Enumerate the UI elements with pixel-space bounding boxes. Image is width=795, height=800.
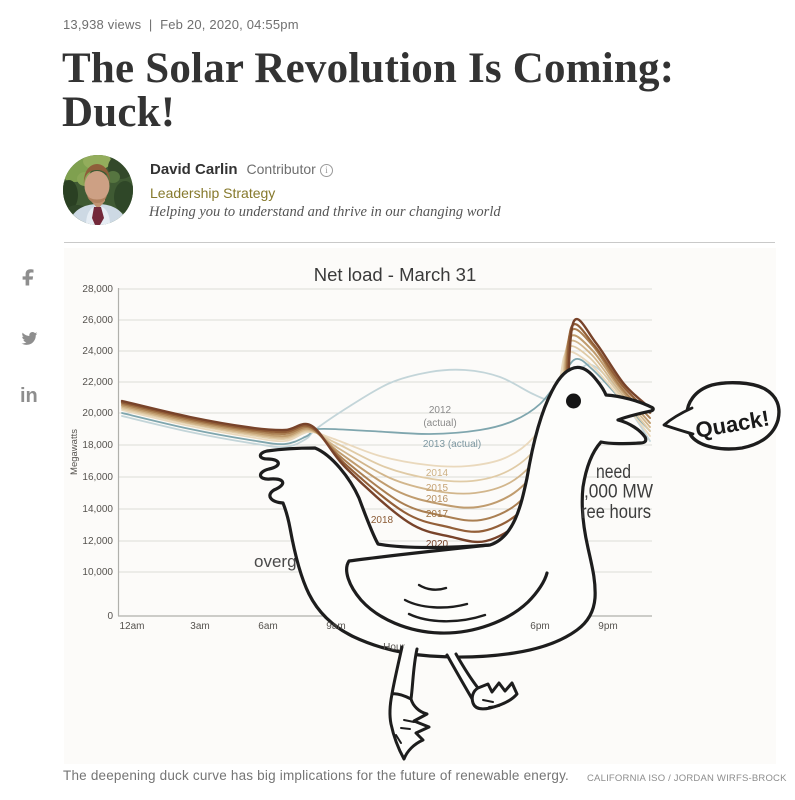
svg-text:0: 0: [107, 611, 113, 622]
svg-text:26,000: 26,000: [82, 315, 113, 326]
svg-text:,000 MW: ,000 MW: [584, 482, 653, 503]
svg-text:16,000: 16,000: [82, 472, 113, 483]
svg-text:14,000: 14,000: [82, 504, 113, 515]
svg-text:2016: 2016: [426, 494, 449, 505]
svg-text:9am: 9am: [326, 621, 345, 632]
svg-text:(actual): (actual): [423, 418, 456, 429]
svg-text:Megawatts: Megawatts: [69, 429, 80, 475]
svg-text:6am: 6am: [258, 621, 277, 632]
svg-text:10,000: 10,000: [82, 567, 113, 578]
svg-text:3am: 3am: [190, 621, 209, 632]
svg-text:12,000: 12,000: [82, 536, 113, 547]
svg-text:2020: 2020: [426, 539, 449, 550]
svg-text:ree hours: ree hours: [581, 502, 651, 523]
svg-text:2013 (actual): 2013 (actual): [423, 439, 481, 450]
svg-text:2018: 2018: [371, 515, 394, 526]
svg-text:Hour: Hour: [383, 642, 405, 653]
svg-text:9pm: 9pm: [598, 621, 617, 632]
svg-text:Net load - March 31: Net load - March 31: [314, 264, 476, 285]
svg-text:24,000: 24,000: [82, 346, 113, 357]
svg-text:need: need: [596, 462, 631, 483]
svg-text:22,000: 22,000: [82, 377, 113, 388]
svg-text:in: in: [20, 385, 38, 407]
svg-text:2014: 2014: [426, 468, 449, 479]
svg-text:6pm: 6pm: [530, 621, 549, 632]
svg-text:20,000: 20,000: [82, 408, 113, 419]
svg-text:12am: 12am: [119, 621, 144, 632]
svg-text:18,000: 18,000: [82, 440, 113, 451]
svg-text:28,000: 28,000: [82, 284, 113, 295]
svg-text:2015: 2015: [426, 483, 449, 494]
svg-text:2017: 2017: [426, 509, 449, 520]
svg-text:2012: 2012: [429, 405, 452, 416]
